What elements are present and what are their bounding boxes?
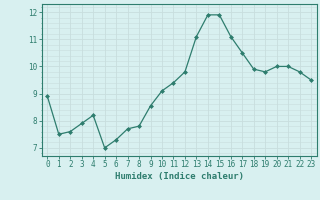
X-axis label: Humidex (Indice chaleur): Humidex (Indice chaleur) xyxy=(115,172,244,181)
